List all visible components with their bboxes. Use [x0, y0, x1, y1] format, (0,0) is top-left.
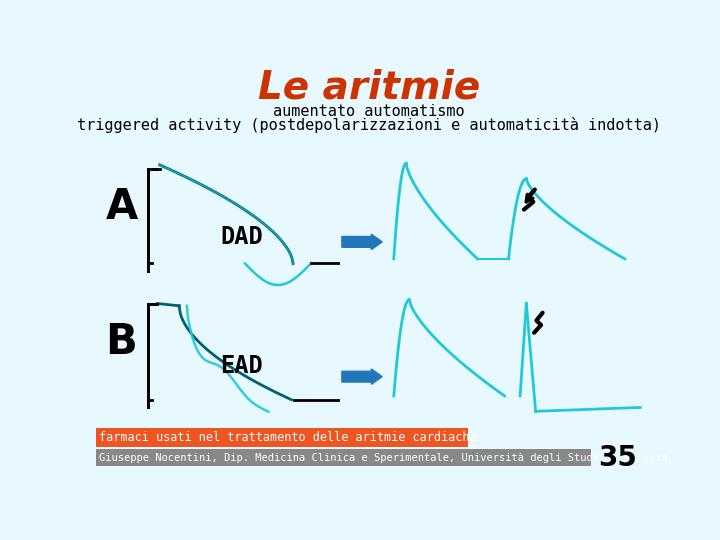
- Text: 35: 35: [598, 443, 637, 471]
- Text: Giuseppe Nocentini, Dip. Medicina Clinica e Sperimentale, Università degli Studi: Giuseppe Nocentini, Dip. Medicina Clinic…: [99, 453, 668, 463]
- Text: triggered activity (postdepolarizzazioni e automaticità indotta): triggered activity (postdepolarizzazioni…: [77, 117, 661, 133]
- Text: B: B: [106, 321, 138, 363]
- Bar: [96, 428, 468, 447]
- Text: Le aritmie: Le aritmie: [258, 69, 480, 107]
- FancyArrow shape: [342, 369, 382, 384]
- Text: aumentato automatismo: aumentato automatismo: [273, 104, 465, 118]
- Bar: [96, 449, 590, 466]
- FancyArrow shape: [342, 234, 382, 249]
- Text: EAD: EAD: [220, 354, 263, 378]
- Text: farmaci usati nel trattamento delle aritmie cardiache: farmaci usati nel trattamento delle arit…: [99, 431, 477, 444]
- Text: DAD: DAD: [220, 225, 263, 249]
- Text: A: A: [106, 186, 138, 228]
